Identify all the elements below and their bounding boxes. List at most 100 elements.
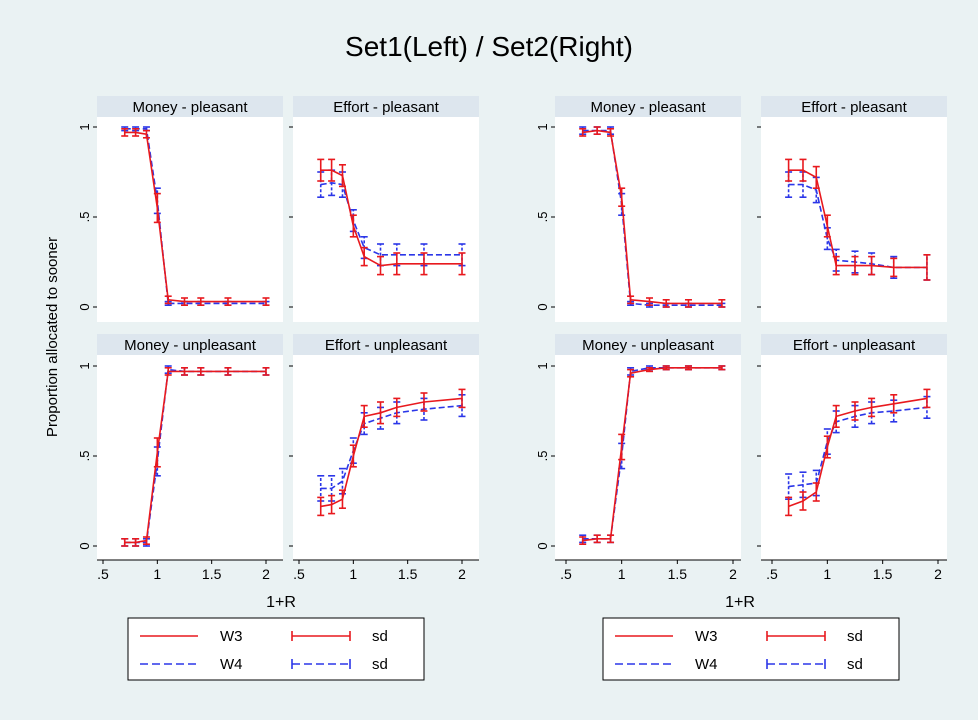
legend-label: W4 bbox=[220, 656, 243, 673]
chart-title: Set1(Left) / Set2(Right) bbox=[345, 31, 633, 62]
panel-header bbox=[97, 334, 283, 355]
panel-set1-1: Money - pleasant 0 .5 1 bbox=[77, 96, 283, 322]
legend-label: sd bbox=[372, 628, 388, 645]
legend-item-w4: W4 bbox=[615, 656, 718, 673]
plot-area bbox=[761, 355, 947, 560]
series-w3 bbox=[579, 126, 726, 308]
x-tick-label: 2 bbox=[934, 566, 942, 582]
x-axis-label-set1: 1+R bbox=[266, 594, 296, 611]
x-tick-label: 1.5 bbox=[668, 566, 688, 582]
x-tick-label: .5 bbox=[293, 566, 305, 582]
x-tick-label: 2 bbox=[729, 566, 737, 582]
error-bar-w3 bbox=[317, 496, 325, 517]
legend-label: W3 bbox=[220, 628, 243, 645]
legend-item-sd: sd bbox=[291, 656, 388, 673]
x-tick-label: .5 bbox=[766, 566, 778, 582]
panel-header bbox=[761, 334, 947, 355]
panel-header bbox=[97, 96, 283, 117]
series-line-w3 bbox=[124, 131, 266, 303]
x-tick-label: 1 bbox=[153, 566, 161, 582]
x-tick-label: .5 bbox=[97, 566, 109, 582]
plot-area bbox=[293, 355, 479, 560]
series-line-w3 bbox=[124, 370, 266, 544]
legend-label: W3 bbox=[695, 628, 718, 645]
y-tick-label: 1 bbox=[535, 123, 550, 130]
x-tick-label: 1.5 bbox=[398, 566, 418, 582]
series-line-w4 bbox=[124, 128, 266, 305]
panel-set1-2: Effort - pleasant bbox=[289, 96, 479, 322]
y-tick-label: 1 bbox=[77, 123, 92, 130]
legend-label: sd bbox=[847, 656, 863, 673]
error-bar-w3 bbox=[785, 496, 793, 517]
y-tick-label: .5 bbox=[77, 212, 92, 223]
y-tick-label: 0 bbox=[535, 303, 550, 310]
series-line-w3 bbox=[320, 397, 463, 508]
plot-area bbox=[97, 355, 283, 560]
y-tick-label: 0 bbox=[77, 542, 92, 549]
series-line-w4 bbox=[320, 181, 462, 256]
series-w3 bbox=[121, 128, 270, 307]
legend-1: W3 sd W4 sd bbox=[127, 617, 425, 681]
series-line-w3 bbox=[582, 129, 722, 305]
panel-set2-1: Money - pleasant 0 .5 1 bbox=[535, 96, 741, 322]
x-tick-label: 1.5 bbox=[202, 566, 222, 582]
x-tick-label: 2 bbox=[262, 566, 270, 582]
legend-label: W4 bbox=[695, 656, 718, 673]
panel-title: Effort - pleasant bbox=[333, 99, 439, 116]
y-tick-label: 1 bbox=[77, 362, 92, 369]
x-tick-label: 1 bbox=[618, 566, 626, 582]
plot-area bbox=[293, 117, 479, 322]
y-axis-label: Proportion allocated to sooner bbox=[44, 237, 61, 437]
panel-header bbox=[761, 96, 947, 117]
y-tick-label: .5 bbox=[535, 212, 550, 223]
panel-title: Effort - unpleasant bbox=[793, 337, 916, 354]
panel-title: Money - unpleasant bbox=[582, 337, 715, 354]
legend-item-sd: sd bbox=[291, 628, 388, 645]
plot-area bbox=[555, 117, 741, 322]
panel-set2-2: Effort - pleasant bbox=[757, 96, 947, 322]
panel-set2-4: Effort - unpleasant .5 1 1.5 2 bbox=[757, 334, 947, 582]
legend-item-sd: sd bbox=[766, 656, 863, 673]
x-axis-label-set2: 1+R bbox=[725, 594, 755, 611]
series-line-w3 bbox=[320, 169, 462, 267]
series-w3 bbox=[579, 365, 726, 546]
legend-item-w3: W3 bbox=[140, 628, 243, 645]
plot-area bbox=[555, 355, 741, 560]
panel-title: Effort - pleasant bbox=[801, 99, 907, 116]
series-line-w3 bbox=[788, 169, 927, 269]
x-tick-label: 1.5 bbox=[873, 566, 893, 582]
plot-area bbox=[97, 117, 283, 322]
panel-set1-4: Effort - unpleasant .5 1 1.5 2 bbox=[289, 334, 479, 582]
y-tick-label: 0 bbox=[535, 542, 550, 549]
y-tick-label: .5 bbox=[77, 451, 92, 462]
legend-2: W3 sd W4 sd bbox=[602, 617, 900, 681]
x-tick-label: .5 bbox=[560, 566, 572, 582]
y-tick-label: 0 bbox=[77, 303, 92, 310]
legend-item-w4: W4 bbox=[140, 656, 243, 673]
legend-item-sd: sd bbox=[766, 628, 863, 645]
panel-title: Money - unpleasant bbox=[124, 337, 257, 354]
panel-header bbox=[555, 334, 741, 355]
legend-label: sd bbox=[847, 628, 863, 645]
series-w3 bbox=[317, 388, 466, 517]
panel-header bbox=[293, 334, 479, 355]
series-w3 bbox=[785, 388, 931, 517]
legend-label: sd bbox=[372, 656, 388, 673]
legends-layer: W3 sd W4 sd W3 sd W4 sd bbox=[127, 617, 900, 681]
plot-area bbox=[761, 117, 947, 322]
series-w3 bbox=[785, 158, 931, 281]
y-tick-label: 1 bbox=[535, 362, 550, 369]
panels-layer: Money - pleasant 0 .5 1 Effort - pleasant Mon… bbox=[77, 96, 947, 582]
x-tick-label: 1 bbox=[349, 566, 357, 582]
panel-header bbox=[555, 96, 741, 117]
series-w3 bbox=[121, 366, 270, 547]
x-tick-label: 1 bbox=[823, 566, 831, 582]
panel-title: Money - pleasant bbox=[132, 99, 248, 116]
panel-title: Money - pleasant bbox=[590, 99, 706, 116]
legend-box bbox=[127, 617, 425, 681]
series-line-w3 bbox=[788, 397, 928, 508]
series-w3 bbox=[317, 158, 466, 276]
